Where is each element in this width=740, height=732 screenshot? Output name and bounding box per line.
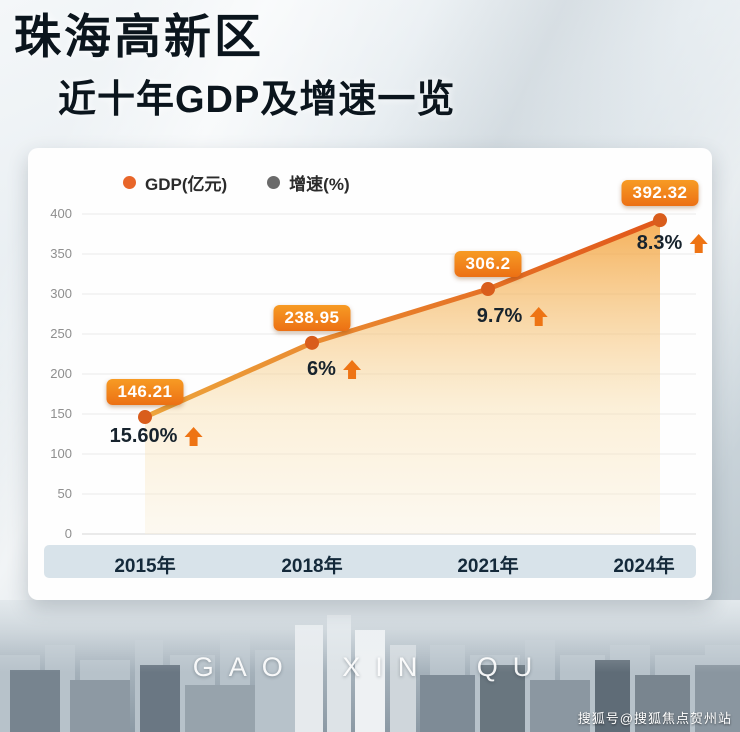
growth-rate-label: 9.7% [477, 305, 548, 328]
data-point [653, 213, 667, 228]
gdp-value-badge: 392.32 [621, 180, 699, 206]
city-haze-overlay [0, 600, 740, 732]
up-arrow-icon [342, 359, 361, 380]
data-point [305, 335, 319, 350]
legend-item-gdp: GDP(亿元) [123, 170, 227, 195]
y-axis-label: 50 [57, 486, 72, 501]
up-arrow-icon [184, 426, 203, 447]
data-point [481, 282, 495, 297]
up-arrow-icon [689, 233, 708, 254]
legend-item-rate: 增速(%) [267, 170, 350, 195]
growth-rate-label: 6% [307, 358, 361, 381]
growth-rate-value: 6% [307, 358, 336, 380]
up-arrow-icon [529, 306, 548, 327]
growth-rate-label: 8.3% [637, 232, 708, 255]
rate-dot-icon [267, 176, 281, 189]
legend-label-gdp: GDP(亿元) [145, 175, 228, 194]
data-point [138, 410, 152, 425]
x-axis-label: 2015年 [114, 556, 176, 577]
legend-label-rate: 增速(%) [289, 175, 350, 194]
page-title-line1: 珠海高新区 [14, 10, 264, 63]
growth-rate-label: 15.60% [110, 425, 203, 448]
chart-card: GDP(亿元) 增速(%) 400 350 300 250 200 150 10… [28, 148, 712, 600]
watermark-credit: 搜狐号@搜狐焦点贺州站 [577, 711, 732, 726]
x-axis-label: 2024年 [613, 556, 675, 577]
chart-legend: GDP(亿元) 增速(%) [123, 170, 350, 195]
page-title: 珠海高新区 近十年GDP及增速一览 [14, 10, 455, 123]
growth-rate-value: 15.60% [109, 425, 178, 447]
city-photo-footer: GAO XIN QU 搜狐号@搜狐焦点贺州站 [0, 600, 740, 732]
x-axis-label: 2021年 [457, 556, 519, 577]
gdp-value-badge: 238.95 [273, 305, 351, 331]
growth-rate-value: 8.3% [636, 232, 683, 254]
y-axis-label: 0 [64, 526, 72, 541]
y-axis-label: 150 [50, 406, 72, 421]
y-axis-label: 300 [50, 286, 72, 301]
y-axis-label: 100 [50, 446, 72, 461]
growth-rate-value: 9.7% [476, 305, 523, 327]
y-axis-label: 400 [50, 206, 72, 221]
y-axis-label: 250 [50, 326, 72, 341]
page-title-line2: 近十年GDP及增速一览 [58, 79, 456, 122]
gdp-line [142, 217, 663, 420]
y-axis-label: 200 [50, 366, 72, 381]
gdp-value-badge: 146.21 [106, 379, 184, 405]
x-axis-strip: 2015年 2018年 2021年 2024年 [44, 545, 696, 578]
gdp-value-badge: 306.2 [454, 251, 522, 277]
x-axis-label: 2018年 [281, 556, 343, 577]
area-fill [145, 220, 660, 535]
chart-canvas [82, 213, 696, 535]
city-watermark-text: GAO XIN QU [192, 652, 548, 682]
gdp-dot-icon [123, 176, 136, 189]
y-axis-label: 350 [50, 246, 72, 261]
